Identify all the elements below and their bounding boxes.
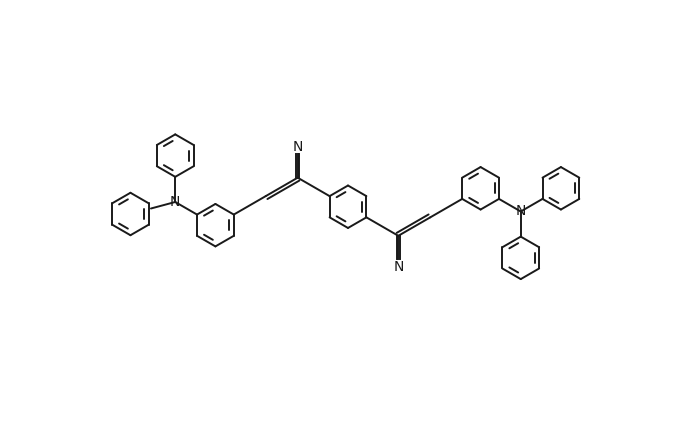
Text: N: N bbox=[516, 204, 526, 219]
Text: N: N bbox=[292, 140, 303, 154]
Text: N: N bbox=[393, 260, 404, 274]
Text: N: N bbox=[170, 195, 180, 209]
